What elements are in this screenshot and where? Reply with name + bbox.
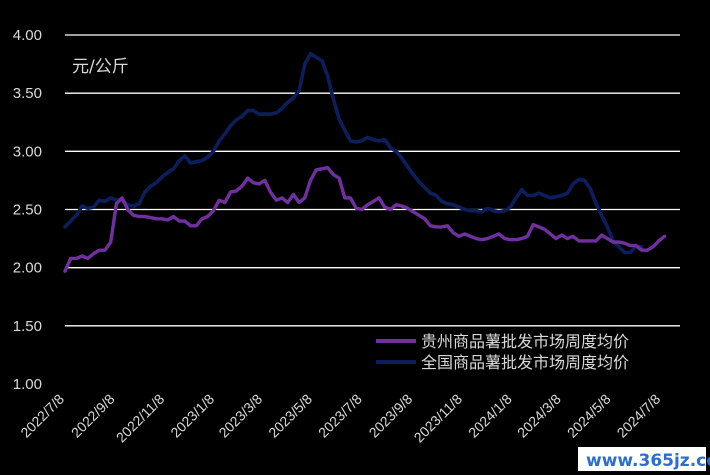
x-tick-label: 2023/3/8 [215, 391, 265, 441]
x-tick-label: 2023/1/8 [167, 391, 217, 441]
x-tick-label: 2024/5/8 [564, 391, 614, 441]
x-tick-label: 2022/7/8 [17, 391, 67, 441]
x-tick-label: 2024/1/8 [465, 391, 515, 441]
x-tick-label: 2022/9/8 [68, 391, 118, 441]
y-tick-label: 4.00 [13, 27, 42, 44]
y-tick-label: 1.50 [13, 318, 42, 335]
legend-label-0: 贵州商品薯批发市场周度均价 [421, 332, 629, 351]
series-line-0 [63, 165, 667, 273]
x-tick-label: 2024/7/8 [614, 391, 664, 441]
x-tick-label: 2023/11/8 [411, 391, 466, 446]
watermark-background [578, 447, 706, 471]
series-layer [63, 51, 667, 273]
series-line-1 [63, 51, 644, 255]
y-axis-ticks: 1.00 1.50 2.00 2.50 3.00 3.50 4.00 [13, 27, 42, 393]
y-tick-label: 3.00 [13, 143, 42, 160]
x-tick-label: 2024/3/8 [514, 391, 564, 441]
y-tick-label: 3.50 [13, 85, 42, 102]
y-tick-label: 1.00 [13, 376, 42, 393]
watermark-text: www.365jz.com [586, 451, 710, 471]
x-tick-label: 2023/7/8 [315, 391, 365, 441]
grid-layer [65, 34, 680, 327]
x-tick-label: 2022/11/8 [113, 391, 168, 446]
legend-label-1: 全国商品薯批发市场周度均价 [421, 353, 629, 372]
y-tick-label: 2.00 [13, 260, 42, 277]
x-tick-label: 2023/5/8 [265, 391, 315, 441]
y-tick-label: 2.50 [13, 202, 42, 219]
x-tick-label: 2023/9/8 [366, 391, 416, 441]
unit-label: 元/公斤 [72, 57, 129, 77]
